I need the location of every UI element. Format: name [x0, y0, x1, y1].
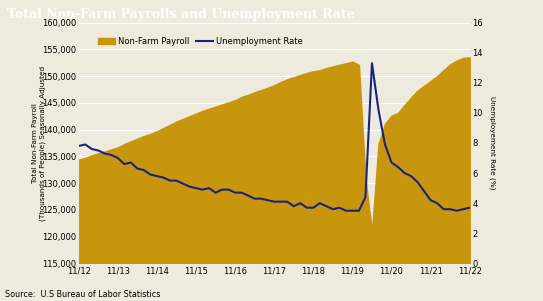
Text: Source:  U.S Bureau of Labor Statistics: Source: U.S Bureau of Labor Statistics — [5, 290, 161, 299]
Legend: Non-Farm Payroll, Unemployment Rate: Non-Farm Payroll, Unemployment Rate — [94, 34, 306, 50]
Text: Total Non-Farm Payrolls and Unemployment Rate: Total Non-Farm Payrolls and Unemployment… — [7, 8, 354, 20]
Y-axis label: Unemployement Rate (%): Unemployement Rate (%) — [489, 96, 495, 190]
Y-axis label: Total Non-Farm Payroll
(Thousands of People) Seasonally Adjusted: Total Non-Farm Payroll (Thousands of Peo… — [32, 65, 46, 221]
